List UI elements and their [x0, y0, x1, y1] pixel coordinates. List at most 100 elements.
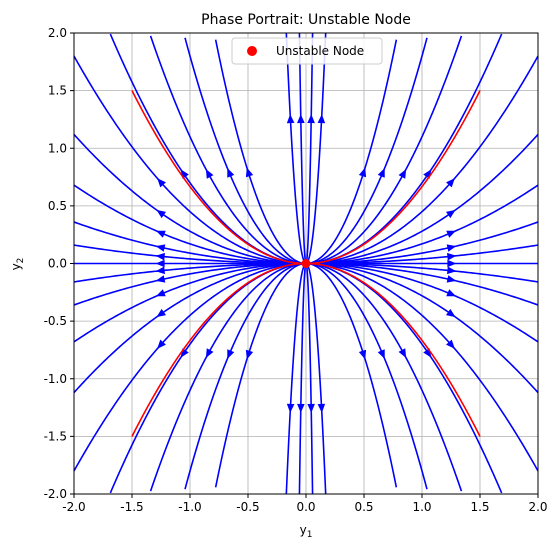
stream-arrow	[447, 252, 457, 261]
streamline	[308, 262, 539, 472]
x-tick-label: -1.0	[178, 500, 201, 514]
streamline	[305, 32, 314, 262]
x-tick-label: 1.0	[412, 500, 431, 514]
streamline	[307, 32, 327, 262]
streamline	[308, 37, 428, 265]
stream-arrow	[398, 169, 407, 179]
y-tick-label: -1.0	[44, 372, 67, 386]
streamline	[298, 32, 307, 262]
streamline	[308, 221, 539, 265]
streamline	[308, 39, 398, 265]
streamline	[285, 32, 305, 262]
y-tick-label: -2.0	[44, 487, 67, 501]
stream-arrow	[398, 348, 407, 358]
stream-arrow	[446, 178, 455, 188]
streamline	[298, 265, 307, 495]
stream-arrow	[446, 209, 456, 219]
stream-arrow	[446, 230, 457, 238]
equilibrium-point	[301, 259, 311, 268]
stream-arrow	[447, 259, 457, 268]
stream-arrow	[286, 114, 295, 124]
stream-arrow	[245, 349, 254, 360]
streamline	[307, 265, 327, 495]
stream-arrow	[155, 259, 165, 268]
legend-entry-label: Unstable Node	[276, 44, 364, 58]
stream-arrow	[446, 339, 455, 349]
streamline	[73, 262, 304, 472]
streamline	[73, 55, 304, 265]
stream-arrow	[155, 266, 165, 275]
x-tick-label: -1.5	[120, 500, 143, 514]
y-tick-label: 1.5	[48, 84, 67, 98]
stream-arrow	[446, 244, 457, 252]
streamline	[73, 133, 304, 265]
plot-area	[73, 32, 539, 495]
stream-arrow	[307, 403, 315, 413]
stream-arrow	[317, 114, 326, 124]
stream-arrow	[377, 168, 385, 178]
streamline	[285, 265, 305, 495]
streamline	[73, 184, 304, 265]
y-tick-label: -1.5	[44, 429, 67, 443]
stream-arrow	[358, 167, 367, 178]
stream-arrow	[157, 178, 166, 188]
stream-arrow	[205, 169, 214, 179]
stream-arrow	[286, 403, 295, 413]
x-tick-label: 0.5	[354, 500, 373, 514]
stream-arrow	[245, 167, 254, 178]
streamline	[184, 262, 304, 490]
streamline	[308, 262, 463, 492]
streamline	[149, 262, 304, 492]
stream-arrow	[155, 275, 166, 283]
stream-arrow	[377, 349, 385, 359]
x-tick-label: 1.5	[470, 500, 489, 514]
y-axis-label: y2	[9, 258, 26, 271]
stream-arrow	[317, 403, 326, 413]
streamline	[308, 55, 539, 265]
streamline	[308, 262, 539, 394]
x-tick-label: 2.0	[528, 500, 547, 514]
y-tick-label: -0.5	[44, 314, 67, 328]
stream-arrow	[447, 266, 457, 275]
stream-arrow	[156, 209, 166, 219]
y-tick-label: 2.0	[48, 26, 67, 40]
x-tick-label: -0.5	[236, 500, 259, 514]
streamline	[308, 35, 463, 265]
legend-box	[231, 37, 383, 65]
streamline	[149, 35, 304, 265]
streamline	[308, 262, 398, 488]
streamline	[73, 262, 304, 343]
stream-arrow	[358, 349, 367, 360]
y-tick-label: 0.5	[48, 199, 67, 213]
streamline	[184, 37, 304, 265]
streamline	[308, 184, 539, 265]
x-tick-label: 0.0	[296, 500, 315, 514]
y-tick-label: 1.0	[48, 141, 67, 155]
axis-ticks: -2.0 -1.5 -1.0 -0.5 0.0 0.5 1.0 1.5 2.0 -2.0 -1.5 -…	[44, 26, 548, 514]
streamline	[214, 262, 304, 488]
stream-arrow	[446, 308, 456, 318]
stream-arrow	[446, 275, 457, 283]
streamline	[305, 265, 314, 495]
x-axis-label: y1	[300, 523, 313, 540]
streamline	[308, 262, 539, 343]
stream-arrow	[297, 403, 305, 413]
stream-arrow	[227, 349, 235, 359]
streamline	[214, 39, 304, 265]
stream-arrow	[155, 289, 166, 297]
stream-arrow	[156, 308, 166, 318]
chart-title: Phase Portrait: Unstable Node	[201, 12, 411, 28]
stream-arrow	[446, 289, 457, 297]
streamline	[308, 133, 539, 265]
streamlines	[73, 32, 539, 495]
stream-arrow	[157, 339, 166, 349]
x-tick-label: -2.0	[62, 500, 85, 514]
stream-arrow	[155, 230, 166, 238]
stream-arrow	[155, 244, 166, 252]
stream-arrow	[227, 168, 235, 178]
streamline	[73, 221, 304, 265]
legend: Unstable Node	[231, 37, 383, 65]
stream-arrow	[155, 252, 165, 261]
stream-arrow	[307, 114, 315, 124]
